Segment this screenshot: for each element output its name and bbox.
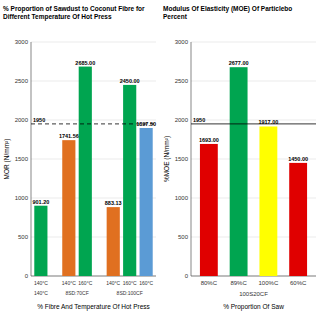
y-tick-label: 3000 [15,39,29,45]
value-label: 883.13 [105,200,122,206]
value-label: 1693.00 [199,137,219,143]
x-tick-label: 140°C [34,280,48,286]
y-tick-label: 1500 [15,156,29,162]
y-axis-label: MOR (N/mm²) [3,139,11,180]
y-tick-label: 1000 [15,195,29,201]
grid-line [31,237,156,238]
y-axis-line [191,42,192,276]
x-axis-label: % Proportion Of Saw [223,303,284,311]
bar [123,85,136,276]
grid-line [191,42,316,43]
x-tick-label: 60%C [290,280,307,286]
bar [79,67,92,276]
title: Modulus Of Elasticity (MOE) Of Particleb… [163,5,292,20]
y-tick-label: 1500 [175,156,189,162]
x-axis-line [31,276,156,277]
value-label: 1917.00 [258,119,278,125]
grid-line [31,198,156,199]
bar [289,163,307,276]
x-sublabel: 100S20CF [239,291,268,297]
grid-line [31,276,156,277]
title-line: Different Temperature Of Hot Press [3,13,112,21]
bar [230,67,248,276]
group-label: 140°C [34,290,48,296]
x-tick-label: 89%C [230,280,247,286]
title: % Proportion of Sawdust to Coconut Fibre… [3,5,145,21]
grid-line [31,159,156,160]
value-label: 2685.00 [75,60,95,66]
x-tick-label: 140°C [62,280,76,286]
panel: 0 500 1000 1500 2000 2500 3000 1950 1693.00 2677.… [163,5,316,311]
group-label: 8SD:70CF [65,290,88,296]
bar [62,140,75,276]
bar [140,128,153,276]
reference-line [191,123,316,124]
bars [191,67,316,276]
chart-canvas: 0 500 1000 1500 2000 2500 3000 1950 901.20 1741.5… [0,0,320,320]
group-label: 8SD:100CF [117,290,143,296]
title-line: Percent [163,13,188,20]
value-label: 901.20 [32,199,49,205]
value-label: 1741.56 [59,133,79,139]
x-tick-label: 140°C [106,280,120,286]
y-tick-label: 0 [185,273,189,279]
y-tick-label: 0 [25,273,29,279]
y-tick-label: 500 [18,234,29,240]
x-tick-label: 160°C [139,280,153,286]
x-tick-label: 160°C [123,280,137,286]
x-tick-label: 80%C [201,280,218,286]
grid-line [31,42,156,43]
y-tick-label: 2500 [15,78,29,84]
value-label: 1897.50 [136,121,156,127]
reference-label: 1950 [193,117,205,123]
y-tick-label: 3000 [175,39,189,45]
bar [107,207,120,276]
y-tick-label: 2000 [15,117,29,123]
title-line: % Proportion of Sawdust to Coconut Fibre… [3,5,145,13]
value-label: 1450.00 [288,156,308,162]
x-tick-label: 100%C [259,280,279,286]
bar [200,144,218,276]
y-tick-label: 1000 [175,195,189,201]
x-tick-label: 160°C [78,280,92,286]
title-line: Modulus Of Elasticity (MOE) Of Particleb… [163,5,292,13]
bars [31,67,156,276]
value-label: 2677.00 [229,60,249,66]
value-label: 2450.00 [120,78,140,84]
y-tick-label: 500 [178,234,189,240]
y-axis-line [31,42,32,276]
y-axis-label: %MOE (N/mm²) [163,136,171,182]
x-axis-label: % Fibre And Temperature Of Hot Press [37,303,150,311]
y-tick-label: 2000 [175,117,189,123]
panel: 0 500 1000 1500 2000 2500 3000 1950 901.20 1741.5… [3,5,156,311]
grid-line [191,120,316,121]
grid-line [191,81,316,82]
reference-label: 1950 [33,117,45,123]
y-tick-label: 2500 [175,78,189,84]
bar [34,206,47,276]
bar [259,126,277,276]
